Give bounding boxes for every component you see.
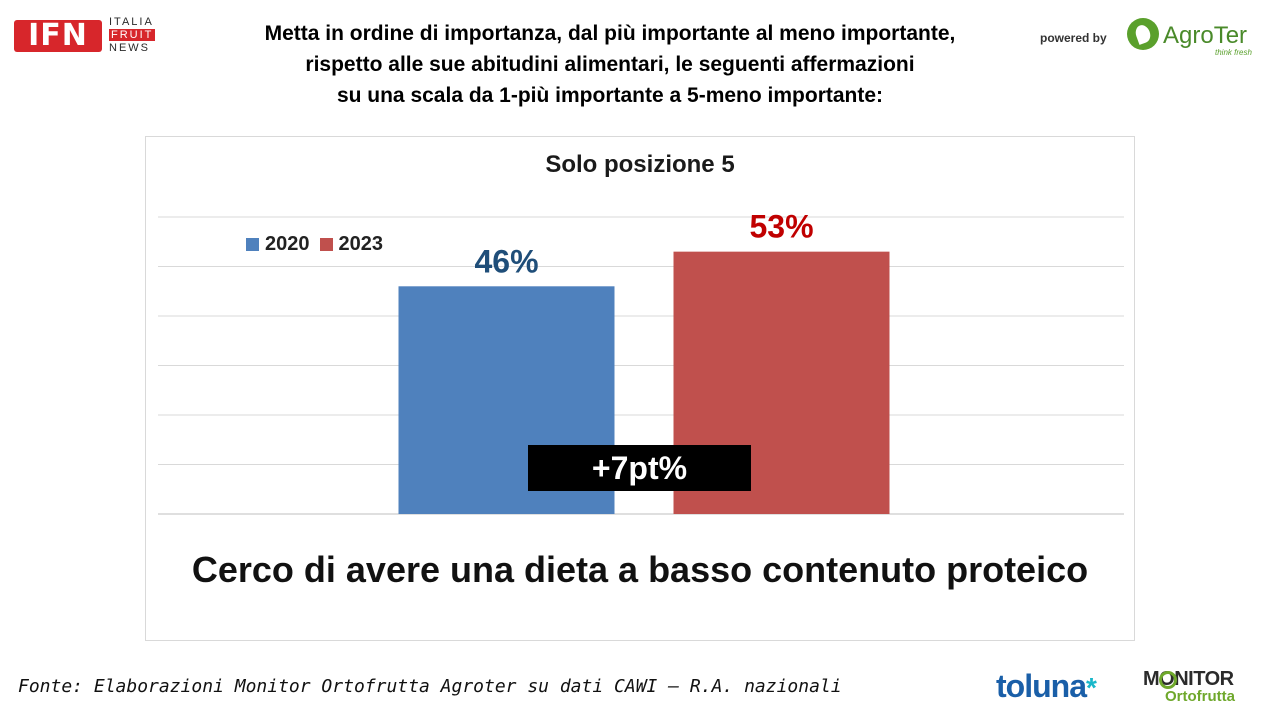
chart-legend: 2020 2023: [246, 233, 383, 256]
toluna-logo: toluna*: [996, 668, 1097, 705]
agroter-logo: AgroTer think fresh: [1127, 18, 1257, 58]
leaf-icon: [1127, 18, 1159, 50]
source-note: Fonte: Elaborazioni Monitor Ortofrutta A…: [18, 676, 842, 697]
ifn-logo: IFN ITALIA FRUIT NEWS: [14, 16, 164, 56]
ifn-mark: IFN: [14, 20, 102, 52]
legend-label-2023: 2023: [338, 233, 384, 255]
legend-swatch-2020: [246, 238, 259, 251]
data-label-2020: 46%: [474, 243, 538, 279]
data-label-2023: 53%: [749, 209, 813, 245]
question-line-3: su una scala da 1-più importante a 5-men…: [336, 84, 884, 107]
question-line-1: Metta in ordine di importanza, dal più i…: [264, 22, 956, 45]
ortofrutta-wordmark: Ortofrutta: [1165, 688, 1235, 705]
agroter-name: AgroTer: [1163, 22, 1248, 49]
difference-badge: +7pt%: [528, 445, 751, 491]
agroter-tagline: think fresh: [1215, 48, 1252, 57]
legend-swatch-2023: [319, 238, 333, 251]
toluna-wordmark: toluna: [996, 668, 1087, 704]
question-line-2: rispetto alle sue abitudini alimentari, …: [305, 53, 915, 76]
monitor-ortofrutta-logo: MONITOR Ortofrutta: [1143, 668, 1258, 708]
magnifier-icon: [1159, 671, 1177, 689]
legend-item-2023: 2023: [319, 233, 384, 256]
ifn-words: ITALIA FRUIT NEWS: [109, 16, 169, 55]
chart-frame: 46% 53% Solo posizione 5 2020 2023 +7pt% …: [145, 136, 1135, 641]
powered-by-label: powered by: [1040, 31, 1107, 45]
ifn-word-fruit: FRUIT: [109, 29, 156, 41]
chart-statement: Cerco di avere una dieta a basso contenu…: [191, 549, 1089, 590]
legend-label-2020: 2020: [265, 233, 310, 255]
ifn-word-news: NEWS: [109, 42, 150, 54]
legend-item-2020: 2020: [246, 233, 310, 256]
asterisk-icon: *: [1085, 672, 1097, 703]
chart-title: Solo posizione 5: [545, 151, 735, 178]
ifn-word-italia: ITALIA: [109, 16, 154, 28]
survey-question: Metta in ordine di importanza, dal più i…: [180, 18, 1040, 111]
